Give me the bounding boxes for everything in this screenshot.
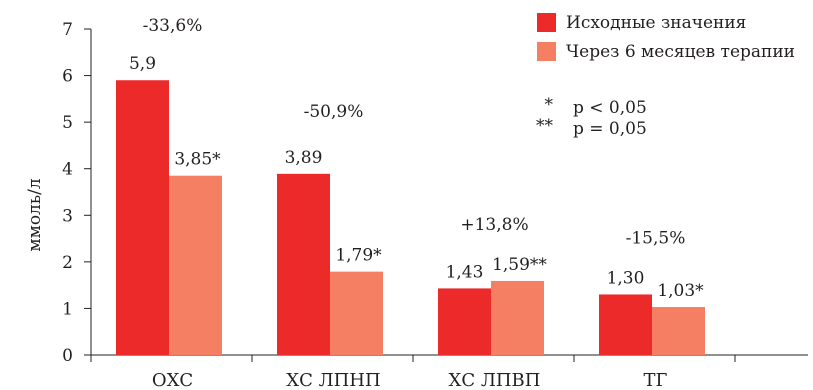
bar-baseline (599, 294, 652, 355)
bar-after-therapy (491, 280, 544, 355)
y-tick-label: 5 (62, 113, 73, 133)
bar-after-therapy (652, 307, 705, 355)
y-tick-label: 1 (62, 299, 73, 319)
note-text: p = 0,05 (573, 119, 647, 139)
value-label-baseline: 1,30 (607, 268, 645, 288)
value-label-after: 1,03* (657, 281, 704, 301)
data-labels: 5,9 3,85* -33,6% 3,89 1,79* -50,9% 1,43 1,59** +… (129, 16, 704, 301)
value-label-after: 1,79* (335, 246, 382, 266)
change-percent-label: +13,8% (460, 215, 528, 235)
y-tick-label: 2 (62, 253, 73, 273)
bar-baseline (277, 173, 330, 355)
value-label-after: 1,59** (492, 255, 547, 275)
bar-baseline (116, 80, 169, 355)
value-label-baseline: 1,43 (446, 262, 484, 282)
value-label-baseline: 5,9 (129, 54, 156, 74)
change-percent-label: -33,6% (143, 16, 203, 36)
value-label-after: 3,85* (174, 150, 221, 170)
change-percent-label: -50,9% (304, 102, 364, 122)
category-label: ОХС (152, 370, 193, 390)
y-tick-label: 0 (62, 346, 73, 366)
bar-after-therapy (169, 175, 222, 355)
note-text: p < 0,05 (573, 98, 647, 118)
y-tick-label: 6 (62, 67, 73, 87)
legend-swatch (537, 42, 556, 61)
y-axis: 0 1 2 3 4 5 6 7 (62, 20, 92, 366)
y-tick-label: 3 (62, 206, 73, 226)
bar-baseline (438, 288, 491, 355)
bars (116, 80, 705, 355)
note-symbol: * (545, 95, 554, 115)
value-label-baseline: 3,89 (285, 148, 323, 168)
category-label: ТГ (644, 370, 668, 390)
change-percent-label: -15,5% (626, 228, 686, 248)
legend-label: Через 6 месяцев терапии (566, 42, 795, 62)
y-tick-label: 7 (62, 20, 73, 40)
y-axis-label: ммоль/л (25, 178, 45, 251)
y-tick-label: 4 (62, 160, 73, 180)
x-axis: ОХС ХС ЛПНП ХС ЛПВП ТГ (90, 354, 808, 390)
bar-after-therapy (330, 271, 383, 355)
legend-swatch (537, 13, 556, 32)
legend: Исходные значения Через 6 месяцев терапии (537, 13, 795, 62)
legend-label: Исходные значения (566, 13, 746, 33)
significance-notes: * p < 0,05 ** p = 0,05 (536, 95, 647, 139)
note-symbol: ** (536, 116, 554, 136)
category-label: ХС ЛПВП (449, 370, 541, 390)
category-label: ХС ЛПНП (286, 370, 380, 390)
